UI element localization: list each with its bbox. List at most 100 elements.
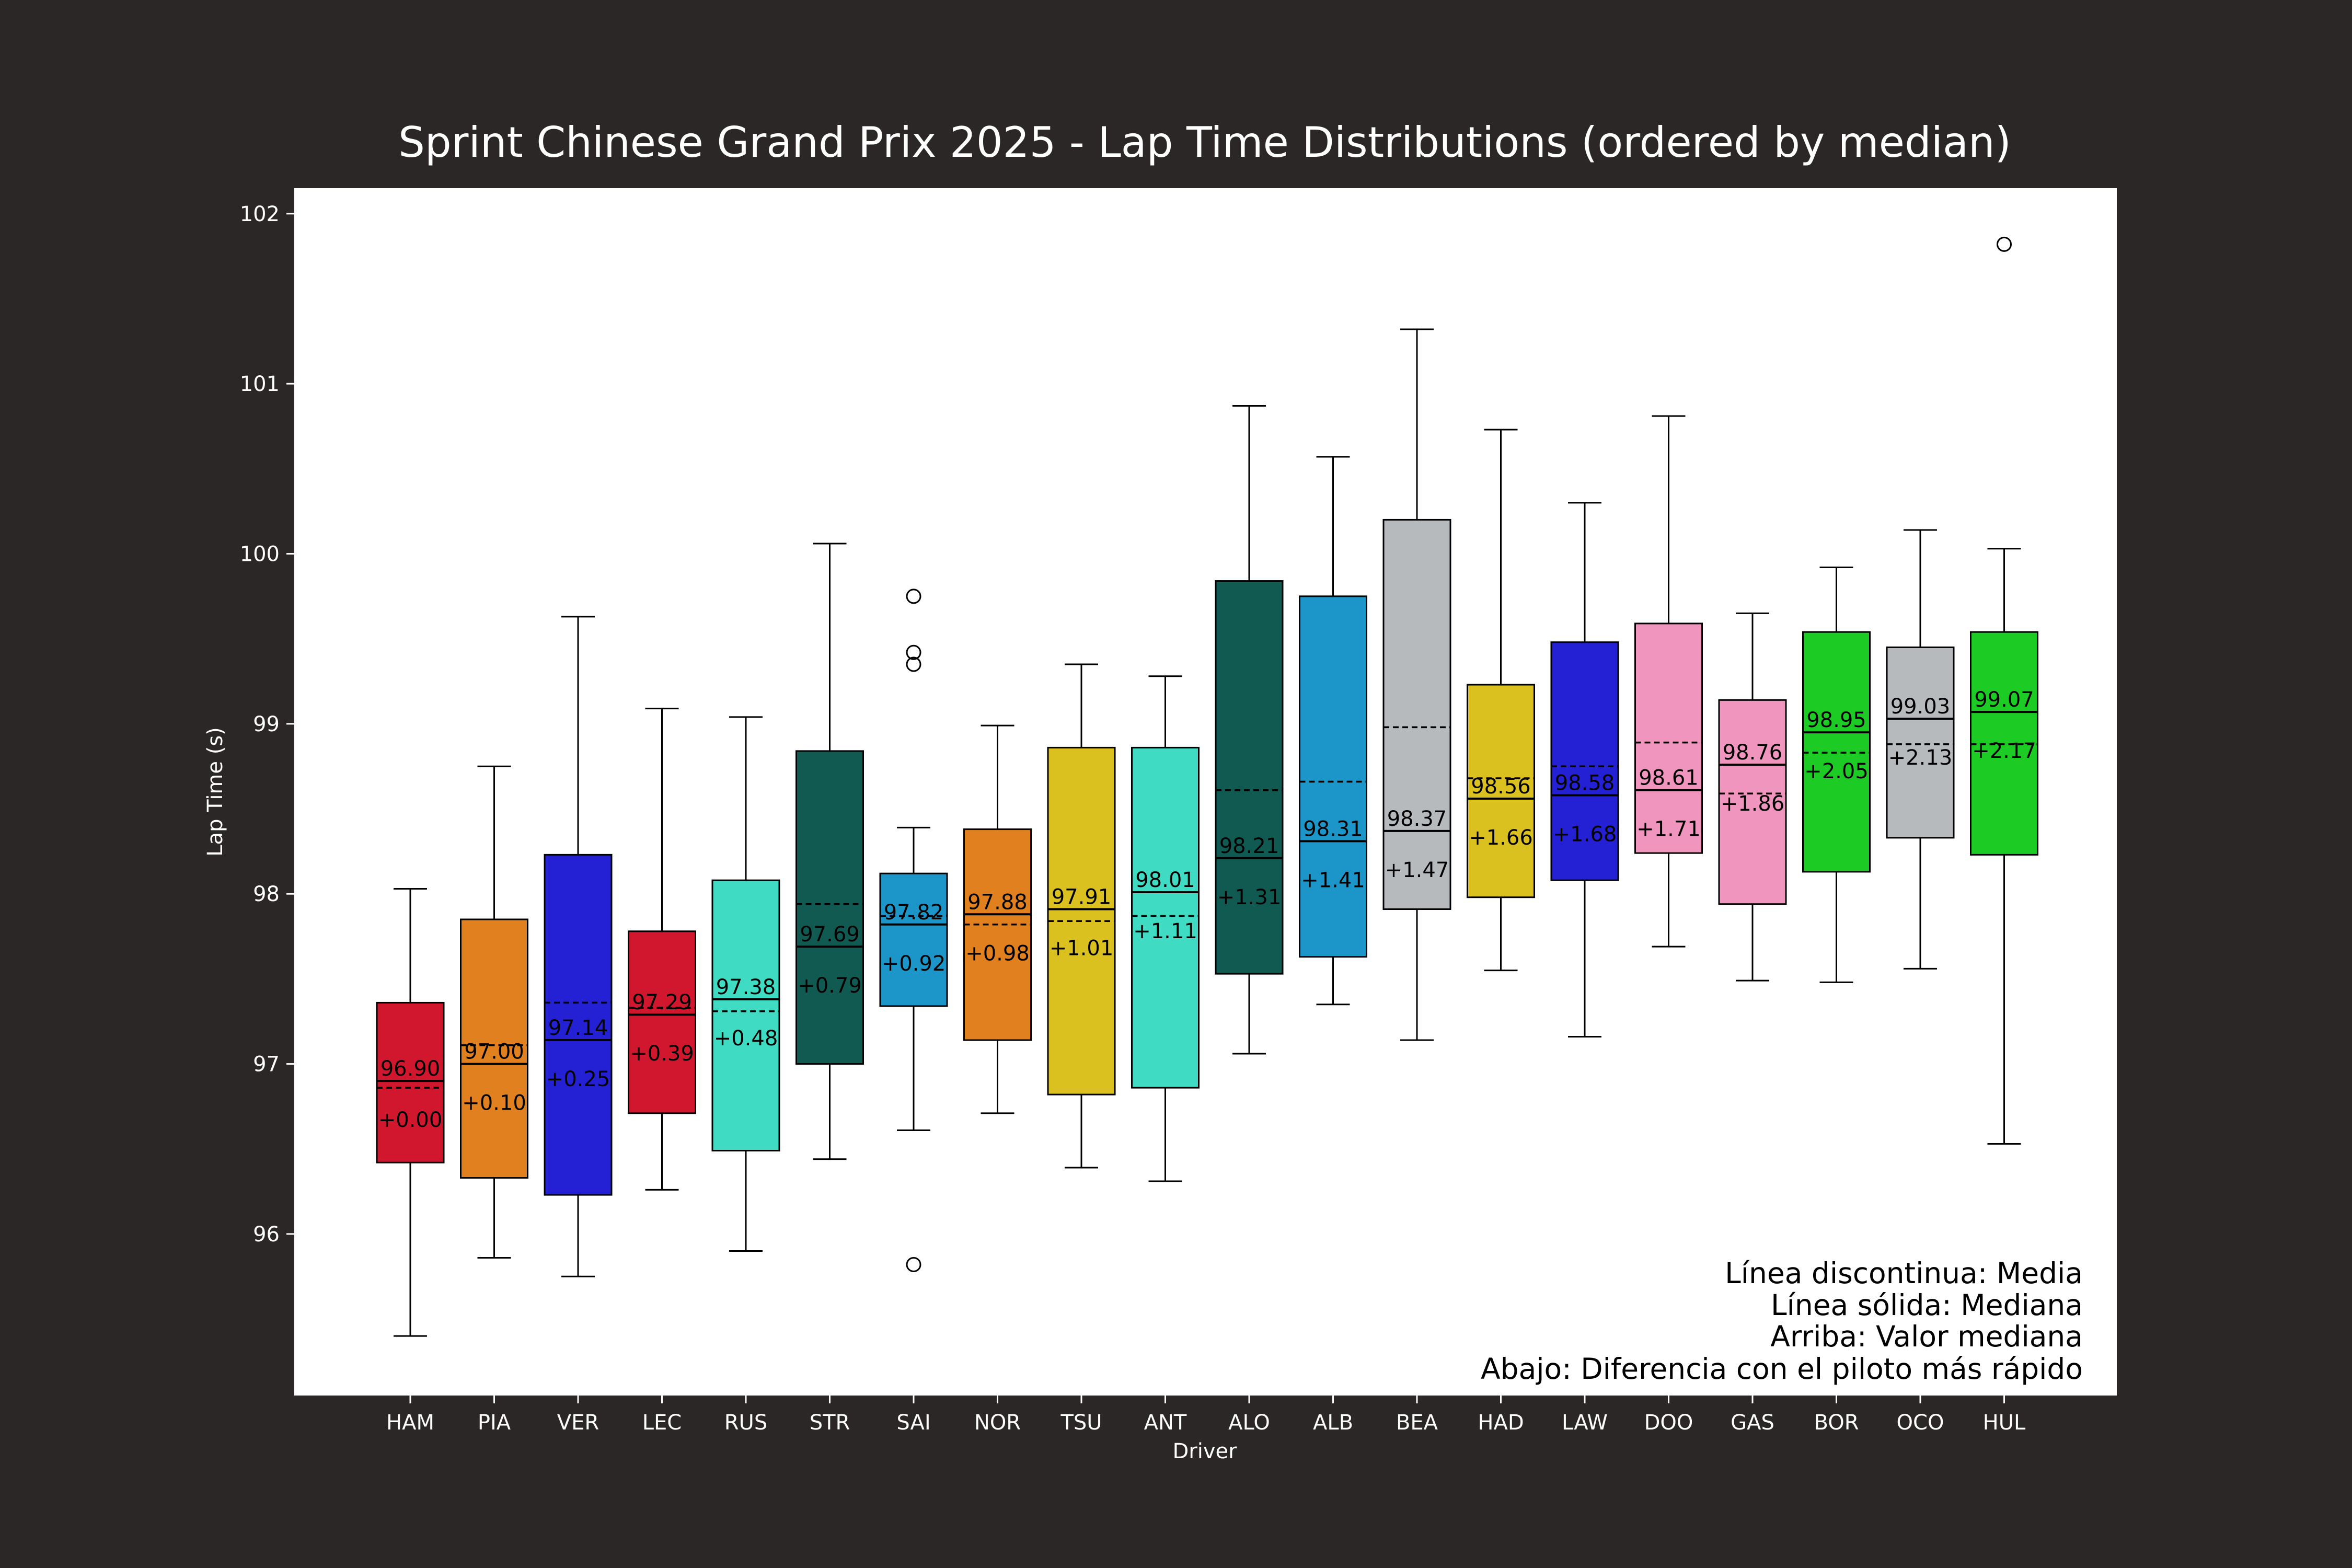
box-iqr xyxy=(1215,580,1284,975)
box-alb: 98.31 +1.41 xyxy=(1299,456,1367,1006)
gap-label: +1.47 xyxy=(1385,858,1449,882)
y-tick-label: 96 xyxy=(253,1223,280,1247)
box-rus: 97.38 +0.48 xyxy=(711,716,780,1252)
x-tick-label: NOR xyxy=(974,1411,1021,1435)
box-iqr xyxy=(1886,646,1955,839)
x-tick-label: TSU xyxy=(1060,1411,1102,1435)
box-nor: 97.88 +0.98 xyxy=(963,724,1032,1114)
median-value-label: 98.95 xyxy=(1806,708,1866,732)
x-tick-label: VER xyxy=(557,1411,599,1435)
box-oco: 99.03 +2.13 xyxy=(1886,529,1955,970)
x-tick-label: BEA xyxy=(1396,1411,1438,1435)
x-tick-label: OCO xyxy=(1897,1411,1944,1435)
box-iqr xyxy=(1131,746,1200,1089)
box-hul: 99.07 +2.17 xyxy=(1970,236,2038,1145)
median-value-label: 97.88 xyxy=(967,890,1028,914)
box-iqr xyxy=(1467,684,1535,898)
box-plots: 96.90 +0.00 97.00 +0.10 97.14 +0.25 97.29 +0.39… xyxy=(376,236,2038,1337)
gap-label: +2.17 xyxy=(1972,739,2036,763)
legend-note-bottom: Abajo: Diferencia con el piloto más rápi… xyxy=(1481,1352,2083,1386)
x-tick-label: HAD xyxy=(1478,1411,1524,1435)
median-value-label: 97.82 xyxy=(884,901,944,925)
box-iqr xyxy=(544,854,613,1196)
box-iqr xyxy=(711,879,780,1151)
outlier-point xyxy=(906,656,921,672)
gap-label: +1.68 xyxy=(1553,823,1617,847)
box-doo: 98.61 +1.71 xyxy=(1634,415,1703,948)
median-value-label: 98.01 xyxy=(1135,868,1195,892)
box-iqr xyxy=(879,872,948,1007)
gap-label: +0.10 xyxy=(462,1091,526,1115)
median-value-label: 98.31 xyxy=(1303,817,1363,841)
box-had: 98.56 +1.66 xyxy=(1467,429,1535,972)
box-iqr xyxy=(1718,699,1787,905)
y-tick-label: 101 xyxy=(240,372,280,396)
x-tick-label: BOR xyxy=(1814,1411,1859,1435)
x-tick-label: PIA xyxy=(478,1411,511,1435)
median-value-label: 98.58 xyxy=(1555,771,1615,795)
median-value-label: 97.00 xyxy=(464,1040,524,1064)
legend-note-median: Línea sólida: Mediana xyxy=(1771,1288,2083,1322)
y-tick-label: 97 xyxy=(253,1053,280,1077)
gap-label: +0.39 xyxy=(630,1042,694,1066)
box-str: 97.69 +0.79 xyxy=(795,543,864,1160)
gap-label: +0.79 xyxy=(798,974,862,998)
x-tick-label: HAM xyxy=(386,1411,434,1435)
median-value-label: 98.61 xyxy=(1639,766,1699,790)
gap-label: +1.86 xyxy=(1721,792,1785,816)
gap-label: +1.31 xyxy=(1217,885,1282,909)
median-value-label: 97.69 xyxy=(800,923,860,947)
outlier-point xyxy=(906,589,921,604)
gap-label: +0.00 xyxy=(378,1108,443,1132)
gap-label: +0.25 xyxy=(546,1067,610,1091)
gap-label: +1.66 xyxy=(1469,826,1533,850)
y-tick-label: 99 xyxy=(253,712,280,736)
box-alo: 98.21 +1.31 xyxy=(1215,405,1284,1055)
median-value-label: 97.91 xyxy=(1052,885,1112,909)
box-bea: 98.37 +1.47 xyxy=(1382,328,1451,1041)
x-tick-label: LEC xyxy=(642,1411,682,1435)
gap-label: +1.01 xyxy=(1050,936,1114,960)
x-tick-label: STR xyxy=(810,1411,850,1435)
x-axis: HAM PIA VER LEC RUS STR SAI NOR TSU ANT ALO ALB BEA H… xyxy=(386,1396,2026,1435)
median-value-label: 97.29 xyxy=(632,990,692,1014)
median-value-label: 96.90 xyxy=(381,1057,441,1081)
median-value-label: 99.07 xyxy=(1974,688,2034,712)
outlier-point xyxy=(906,1256,921,1272)
y-tick-label: 98 xyxy=(253,882,280,906)
gap-label: +1.11 xyxy=(1133,919,1197,943)
x-tick-label: ALO xyxy=(1228,1411,1270,1435)
gap-label: +0.92 xyxy=(882,952,946,976)
x-tick-label: LAW xyxy=(1562,1411,1608,1435)
legend-note-mean: Línea discontinua: Media xyxy=(1725,1256,2083,1290)
chart-title: Sprint Chinese Grand Prix 2025 - Lap Tim… xyxy=(398,118,2011,167)
gap-label: +1.41 xyxy=(1301,868,1365,892)
box-pia: 97.00 +0.10 xyxy=(460,765,528,1259)
y-tick-label: 100 xyxy=(240,543,280,567)
y-tick-label: 102 xyxy=(240,202,280,226)
x-tick-label: GAS xyxy=(1731,1411,1774,1435)
median-value-label: 98.56 xyxy=(1471,775,1531,799)
box-iqr xyxy=(1382,518,1451,910)
x-tick-label: ANT xyxy=(1144,1411,1187,1435)
outlier-point xyxy=(906,644,921,660)
box-iqr xyxy=(795,750,864,1065)
y-axis: 96 97 98 99 100 101 102 xyxy=(240,202,294,1247)
box-iqr xyxy=(460,918,528,1179)
x-axis-label: Driver xyxy=(1172,1439,1237,1463)
x-tick-label: DOO xyxy=(1644,1411,1693,1435)
gap-label: +1.71 xyxy=(1636,817,1701,841)
box-lec: 97.29 +0.39 xyxy=(628,708,696,1191)
median-value-label: 98.37 xyxy=(1387,807,1447,831)
y-axis-label: Lap Time (s) xyxy=(203,727,227,857)
box-bor: 98.95 +2.05 xyxy=(1802,567,1871,983)
box-law: 98.58 +1.68 xyxy=(1550,502,1619,1038)
median-value-label: 99.03 xyxy=(1890,695,1951,719)
box-iqr xyxy=(963,828,1032,1041)
box-sai: 97.82 +0.92 xyxy=(879,589,948,1272)
box-iqr xyxy=(628,930,696,1114)
x-tick-label: HUL xyxy=(1983,1411,2026,1435)
gap-label: +0.48 xyxy=(714,1027,778,1051)
median-value-label: 97.38 xyxy=(716,975,776,999)
